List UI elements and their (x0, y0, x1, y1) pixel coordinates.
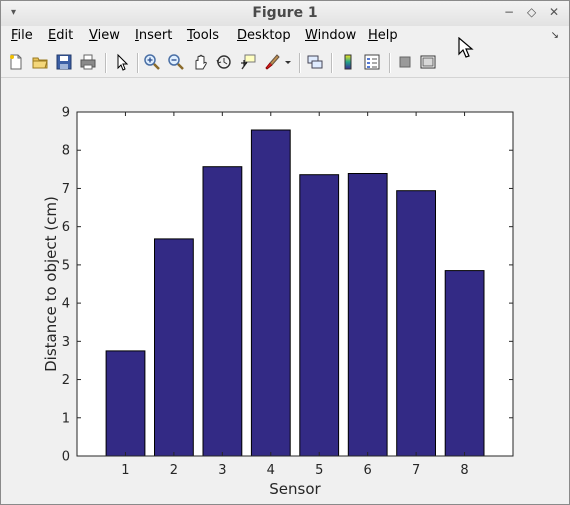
print-icon[interactable] (79, 53, 97, 71)
menu-edit-rest: dit (56, 28, 74, 43)
rotate-3d-icon[interactable] (215, 53, 233, 71)
bar-3 (202, 166, 243, 457)
save-icon[interactable] (55, 53, 73, 71)
data-cursor-icon[interactable] (239, 53, 257, 71)
menu-insert-rest: nsert (138, 28, 173, 43)
brush-dropdown-icon[interactable] (283, 53, 293, 71)
bar-8 (444, 270, 485, 457)
menu-tools-mnemonic: T (187, 28, 193, 43)
menu-tools-rest: ools (192, 28, 220, 43)
title-bar[interactable]: ▾ Figure 1 − ◇ ✕ (1, 1, 569, 27)
x-tick-label: 3 (218, 463, 226, 478)
menu-file-mnemonic: F (11, 28, 18, 43)
toolbar-separator (137, 53, 139, 73)
colorbar-icon[interactable] (339, 53, 357, 71)
window-title: Figure 1 (252, 5, 318, 21)
x-tick-label: 4 (267, 463, 275, 478)
y-tick-label: 9 (62, 106, 70, 121)
window-menu-icon[interactable]: ▾ (11, 7, 17, 18)
menu-window-rest: indow (317, 28, 357, 43)
maximize-icon[interactable]: ◇ (527, 5, 537, 19)
toolbar-separator (299, 53, 301, 73)
menu-view-rest: iew (97, 28, 120, 43)
y-tick-label: 2 (62, 373, 70, 388)
bar-2 (154, 238, 194, 457)
open-file-icon[interactable] (31, 53, 49, 71)
menu-file[interactable]: File (11, 28, 33, 43)
menu-window[interactable]: Window (305, 28, 356, 43)
menu-help-rest: elp (377, 28, 398, 43)
menu-desktop-rest: esktop (247, 28, 291, 43)
toolbar-separator (105, 53, 107, 73)
figure-toolbar (1, 48, 569, 78)
bar-5 (299, 174, 340, 457)
figure-canvas[interactable]: 0 1 2 3 4 5 6 7 8 9 1 2 3 4 5 6 7 8 Sensor Distance to obje… (1, 78, 569, 504)
menu-view-mnemonic: V (89, 28, 98, 43)
link-plot-icon[interactable] (306, 53, 324, 71)
x-tick-label: 2 (170, 463, 178, 478)
plot-background (77, 112, 513, 456)
new-figure-icon[interactable] (7, 53, 25, 71)
menu-tools[interactable]: Tools (187, 28, 219, 43)
toolbar-separator (389, 53, 391, 73)
y-tick-label: 8 (62, 144, 70, 159)
menu-help-mnemonic: H (368, 28, 378, 43)
menu-edit-mnemonic: E (48, 28, 57, 43)
bar-1 (105, 350, 146, 457)
menu-insert-mnemonic: I (135, 28, 139, 43)
menu-bar: File Edit View Insert Tools Desktop Wind… (1, 26, 569, 47)
menu-help[interactable]: Help (368, 28, 398, 43)
y-tick-label: 1 (62, 411, 70, 426)
legend-icon[interactable] (363, 53, 381, 71)
zoom-out-icon[interactable] (167, 53, 185, 71)
menu-desktop[interactable]: Desktop (237, 28, 291, 43)
zoom-in-icon[interactable] (143, 53, 161, 71)
y-tick-label: 5 (62, 258, 70, 273)
menu-edit[interactable]: Edit (48, 28, 73, 43)
axes-box (76, 111, 514, 457)
dock-figure-icon[interactable]: ↘ (550, 30, 559, 41)
mouse-cursor-icon (458, 37, 474, 58)
y-tick-label: 0 (62, 450, 70, 465)
y-tick-label: 7 (62, 182, 70, 197)
x-axis-label: Sensor (269, 480, 321, 498)
x-tick-label: 6 (364, 463, 372, 478)
y-tick-label: 4 (62, 297, 70, 312)
brush-icon[interactable] (263, 53, 281, 71)
bar-4 (250, 129, 291, 457)
x-tick-label: 5 (315, 463, 323, 478)
pan-icon[interactable] (191, 53, 209, 71)
menu-insert[interactable]: Insert (135, 28, 172, 43)
x-tick-label: 7 (412, 463, 420, 478)
bar-chart[interactable]: 0 1 2 3 4 5 6 7 8 9 1 2 3 4 5 6 7 8 Sensor Distance to obje… (1, 78, 569, 504)
minimize-icon[interactable]: − (504, 5, 515, 19)
y-axis-label: Distance to object (cm) (42, 196, 60, 372)
x-tick-label: 8 (460, 463, 468, 478)
show-plot-tools-icon[interactable] (419, 53, 437, 71)
y-tick-label: 3 (62, 335, 70, 350)
close-icon[interactable]: ✕ (549, 5, 560, 19)
x-tick-label: 1 (121, 463, 129, 478)
menu-file-rest: ile (17, 28, 33, 43)
toolbar-separator (331, 53, 333, 73)
menu-window-mnemonic: W (305, 28, 318, 43)
y-tick-label: 6 (62, 220, 70, 235)
menu-desktop-mnemonic: D (237, 28, 248, 43)
bar-7 (396, 190, 437, 457)
select-arrow-icon[interactable] (113, 53, 131, 71)
bar-6 (347, 173, 388, 457)
hide-plot-tools-icon[interactable] (396, 53, 414, 71)
menu-view[interactable]: View (89, 28, 120, 43)
